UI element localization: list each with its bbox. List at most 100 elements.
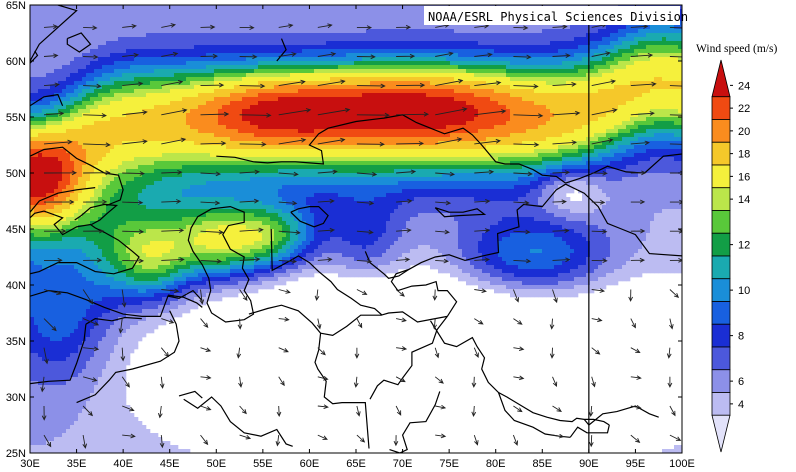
wind-speed-cell (430, 49, 435, 54)
wind-speed-cell (378, 77, 383, 82)
wind-speed-cell (378, 13, 383, 18)
wind-speed-cell (106, 29, 111, 34)
wind-speed-cell (662, 81, 667, 86)
wind-speed-cell (350, 53, 355, 58)
wind-speed-cell (574, 89, 579, 94)
wind-speed-cell (82, 125, 87, 130)
wind-speed-cell (650, 77, 655, 82)
wind-speed-cell (370, 61, 375, 66)
wind-speed-cell (366, 21, 371, 26)
wind-speed-cell (90, 17, 95, 22)
wind-speed-cell (394, 21, 399, 26)
wind-speed-cell (622, 25, 627, 30)
wind-speed-cell (230, 49, 235, 54)
wind-speed-cell (258, 41, 263, 46)
wind-speed-cell (650, 45, 655, 50)
wind-speed-cell (294, 101, 299, 106)
wind-speed-cell (270, 33, 275, 38)
wind-speed-cell (194, 61, 199, 66)
wind-speed-cell (326, 89, 331, 94)
wind-speed-cell (302, 37, 307, 42)
wind-speed-cell (678, 49, 682, 54)
wind-speed-cell (130, 85, 135, 90)
wind-speed-cell (174, 61, 179, 66)
wind-speed-cell (110, 89, 115, 94)
wind-speed-cell (262, 81, 267, 86)
wind-speed-cell (422, 77, 427, 82)
wind-speed-cell (238, 117, 243, 122)
wind-speed-cell (382, 125, 387, 130)
wind-speed-cell (202, 45, 207, 50)
wind-speed-cell (490, 65, 495, 70)
wind-speed-cell (214, 25, 219, 30)
wind-speed-cell (154, 85, 159, 90)
wind-speed-cell (94, 25, 99, 30)
wind-speed-cell (442, 61, 447, 66)
wind-speed-cell (78, 85, 83, 90)
wind-speed-cell (654, 57, 659, 62)
wind-speed-cell (326, 77, 331, 82)
wind-speed-cell (310, 73, 315, 78)
wind-speed-cell (474, 89, 479, 94)
wind-speed-cell (442, 125, 447, 130)
wind-speed-cell (462, 49, 467, 54)
wind-speed-cell (294, 5, 299, 10)
wind-speed-cell (510, 69, 515, 74)
wind-speed-cell (362, 37, 367, 42)
wind-speed-cell (642, 29, 647, 34)
wind-speed-cell (274, 65, 279, 70)
wind-speed-cell (370, 121, 375, 126)
wind-speed-cell (374, 25, 379, 30)
wind-speed-cell (266, 81, 271, 86)
wind-speed-cell (102, 49, 107, 54)
wind-speed-cell (30, 57, 35, 62)
wind-speed-cell (334, 17, 339, 22)
wind-speed-cell (438, 93, 443, 98)
wind-speed-cell (338, 17, 343, 22)
wind-speed-cell (74, 121, 79, 126)
wind-speed-cell (406, 9, 411, 14)
wind-speed-cell (178, 37, 183, 42)
wind-speed-cell (586, 37, 591, 42)
wind-speed-cell (430, 113, 435, 118)
wind-speed-cell (346, 101, 351, 106)
wind-speed-cell (602, 29, 607, 34)
wind-speed-cell (426, 121, 431, 126)
wind-speed-cell (434, 41, 439, 46)
wind-speed-cell (550, 85, 555, 90)
wind-speed-cell (442, 69, 447, 74)
wind-speed-cell (198, 45, 203, 50)
wind-speed-cell (386, 45, 391, 50)
wind-speed-cell (618, 69, 623, 74)
wind-speed-cell (182, 61, 187, 66)
wind-speed-cell (290, 21, 295, 26)
wind-speed-cell (250, 45, 255, 50)
wind-speed-cell (646, 61, 651, 66)
wind-speed-cell (390, 57, 395, 62)
wind-speed-cell (370, 49, 375, 54)
wind-speed-cell (414, 85, 419, 90)
wind-speed-cell (538, 61, 543, 66)
wind-speed-cell (174, 77, 179, 82)
wind-speed-cell (286, 33, 291, 38)
wind-speed-cell (282, 121, 287, 126)
wind-speed-cell (82, 9, 87, 14)
wind-speed-cell (634, 41, 639, 46)
wind-speed-cell (626, 101, 631, 106)
wind-speed-cell (642, 81, 647, 86)
wind-speed-cell (290, 17, 295, 22)
wind-speed-cell (470, 81, 475, 86)
wind-speed-cell (398, 21, 403, 26)
wind-speed-cell (190, 61, 195, 66)
wind-speed-cell (362, 89, 367, 94)
wind-speed-cell (478, 89, 483, 94)
wind-speed-cell (458, 25, 463, 30)
wind-speed-cell (546, 29, 551, 34)
wind-speed-cell (442, 121, 447, 126)
wind-speed-cell (210, 29, 215, 34)
wind-speed-cell (282, 13, 287, 18)
wind-speed-cell (414, 33, 419, 38)
wind-speed-cell (294, 89, 299, 94)
wind-speed-cell (654, 25, 659, 30)
wind-speed-cell (282, 49, 287, 54)
